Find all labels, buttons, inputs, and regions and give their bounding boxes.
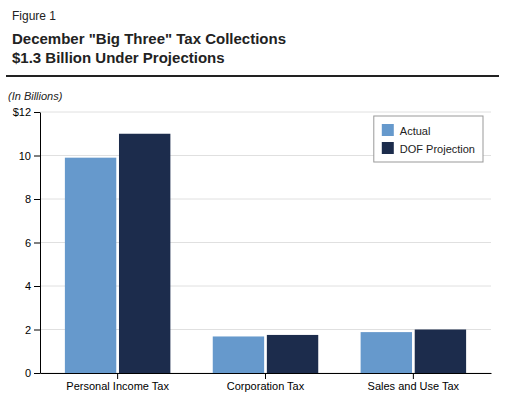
- x-tick-label: Corporation Tax: [227, 380, 305, 392]
- bar: [361, 332, 412, 373]
- bars: [65, 134, 466, 373]
- title: December "Big Three" Tax Collections: [12, 30, 286, 47]
- figure-label: Figure 1: [12, 9, 56, 23]
- y-tick: 2: [25, 324, 40, 336]
- legend-label: Actual: [400, 125, 431, 137]
- y-tick-mark: [34, 373, 40, 374]
- y-tick-label: 0: [25, 367, 31, 379]
- y-tick: $12: [13, 106, 40, 118]
- y-tick-mark: [34, 199, 40, 200]
- x-tick-mark: [117, 373, 118, 379]
- y-axis-label: (In Billions): [8, 90, 63, 102]
- x-axis: Personal Income Tax Corporation Tax Sales …: [41, 373, 492, 392]
- y-tick: 0: [25, 367, 40, 379]
- y-tick-label: 6: [25, 237, 31, 249]
- separator: [6, 75, 499, 77]
- legend-box: [374, 116, 483, 162]
- y-tick-label: 10: [19, 150, 31, 162]
- legend-swatch: [382, 142, 394, 154]
- y-tick-mark: [34, 156, 40, 157]
- grid-line: [40, 112, 491, 113]
- y-axis: 0 2 4 6 8 10 $12: [13, 106, 41, 379]
- subtitle: $1.3 Billion Under Projections: [12, 49, 225, 66]
- y-axis-line: [40, 113, 41, 374]
- legend-item: Actual: [382, 124, 431, 137]
- bar: [267, 335, 318, 373]
- legend-swatch: [382, 124, 394, 136]
- x-tick-label: Personal Income Tax: [66, 380, 169, 392]
- y-tick-label: 2: [25, 324, 31, 336]
- x-tick: Personal Income Tax: [66, 373, 169, 392]
- bar: [65, 158, 116, 373]
- legend: Actual DOF Projection: [374, 116, 483, 162]
- y-tick: 8: [25, 193, 40, 205]
- chart-container: Figure 1 December "Big Three" Tax Collect…: [0, 0, 505, 407]
- y-tick-mark: [34, 243, 40, 244]
- y-tick-mark: [34, 286, 40, 287]
- legend-label: DOF Projection: [400, 143, 475, 155]
- y-tick-label: 8: [25, 193, 31, 205]
- bar: [213, 336, 264, 373]
- y-tick-mark: [34, 330, 40, 331]
- y-tick: 6: [25, 237, 40, 249]
- y-tick: 4: [25, 280, 40, 292]
- y-tick: 10: [19, 150, 40, 162]
- plot: 0 2 4 6 8 10 $12 Personal Income Tax Corporation…: [13, 106, 492, 392]
- x-tick: Corporation Tax: [227, 373, 305, 392]
- y-tick-label: $12: [13, 106, 31, 118]
- legend-item: DOF Projection: [382, 142, 475, 155]
- x-tick-mark: [265, 373, 266, 379]
- x-tick-mark: [413, 373, 414, 379]
- bar: [415, 330, 466, 374]
- chart-svg: Figure 1 December "Big Three" Tax Collect…: [0, 0, 505, 407]
- bar: [119, 134, 170, 373]
- y-tick-mark: [34, 112, 40, 113]
- x-tick-label: Sales and Use Tax: [368, 380, 460, 392]
- y-tick-label: 4: [25, 280, 31, 292]
- grid: [40, 112, 491, 373]
- x-tick: Sales and Use Tax: [368, 373, 460, 392]
